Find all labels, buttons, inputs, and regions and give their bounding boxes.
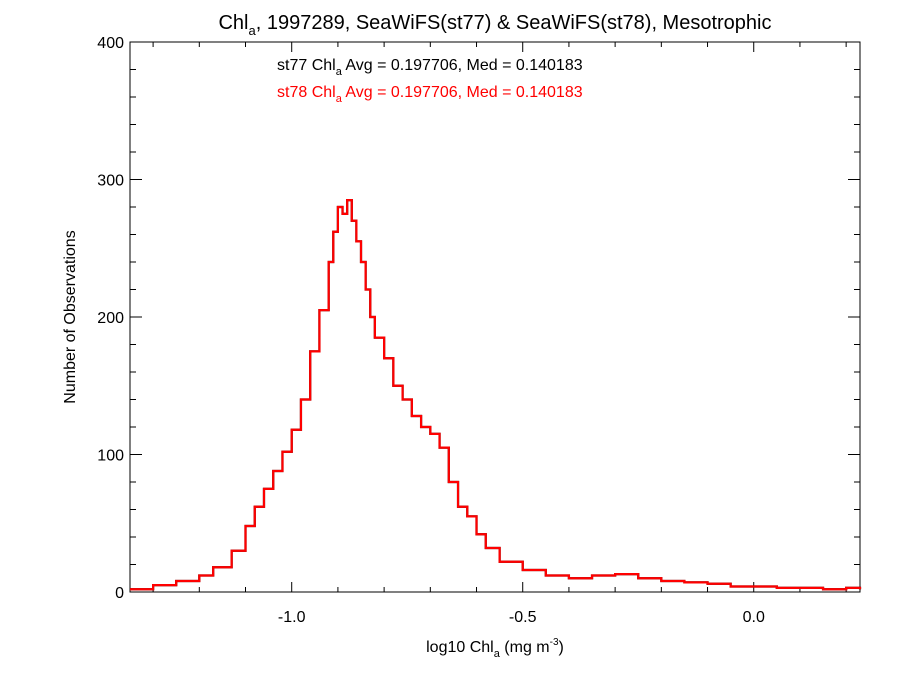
annotation-st77: st77 Chla Avg = 0.197706, Med = 0.140183	[277, 57, 583, 78]
x-tick-label: -1.0	[278, 609, 306, 626]
annotation-st78-rest: Avg = 0.197706, Med = 0.140183	[342, 84, 583, 101]
x-tick-label: -0.5	[509, 609, 537, 626]
annotation-st77-rest: Avg = 0.197706, Med = 0.140183	[342, 57, 583, 74]
plot-frame	[129, 41, 861, 593]
annotation-st77-prefix: st77 Chl	[277, 57, 336, 74]
x-tick-label: 0.0	[743, 609, 765, 626]
series-line-st78	[130, 199, 862, 591]
annotation-st78: st78 Chla Avg = 0.197706, Med = 0.140183	[277, 84, 583, 105]
y-tick-label: 0	[115, 585, 124, 602]
chart-title-subscript: a	[249, 23, 257, 38]
x-axis-label-mid: (mg m	[500, 639, 550, 656]
x-axis-label-suffix: )	[559, 639, 564, 656]
y-tick-label: 300	[97, 173, 124, 190]
annotation-st78-subscript: a	[336, 93, 343, 105]
series-group	[130, 199, 862, 591]
x-axis-ticks: -1.0 -0.5 0.0	[152, 42, 847, 626]
series-line-st77	[130, 199, 862, 591]
x-axis-label-prefix: log10 Chl	[426, 639, 494, 656]
y-axis-ticks: 0 100 200 300 400	[97, 35, 860, 602]
annotation-st77-subscript: a	[336, 66, 343, 78]
annotation-st78-prefix: st78 Chl	[277, 84, 336, 101]
x-axis-label: log10 Chla (mg m-3)	[426, 637, 564, 660]
x-axis-label-subscript: a	[494, 648, 501, 660]
y-axis-label: Number of Observations	[62, 230, 79, 403]
x-axis-label-superscript: -3	[550, 637, 559, 648]
chart-title-rest: , 1997289, SeaWiFS(st77) & SeaWiFS(st78)…	[256, 12, 772, 34]
y-tick-label: 400	[97, 35, 124, 52]
chart-title: Chla, 1997289, SeaWiFS(st77) & SeaWiFS(s…	[218, 12, 771, 38]
chart-title-prefix: Chl	[218, 12, 248, 34]
y-tick-label: 200	[97, 310, 124, 327]
y-tick-label: 100	[97, 448, 124, 465]
